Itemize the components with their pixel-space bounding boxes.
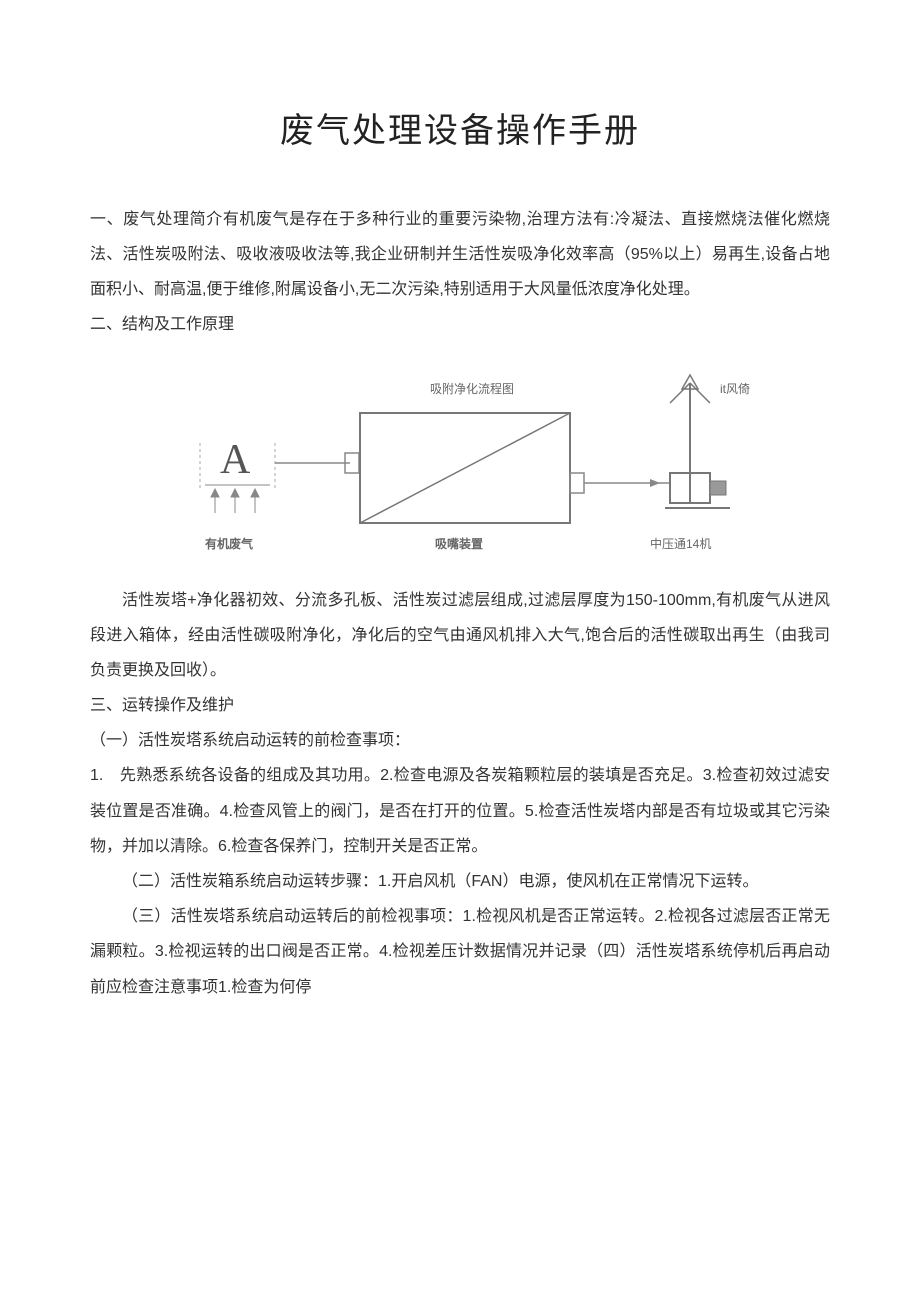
flow-diagram-svg: 吸附净化流程图 it风倚 A 有机废气 吸 — [150, 373, 770, 563]
page-title: 废气处理设备操作手册 — [90, 103, 830, 152]
paragraph-structure-desc: 活性炭塔+净化器初效、分流多孔板、活性炭过滤层组成,过滤层厚度为150-100m… — [90, 583, 830, 689]
document-body: 一、废气处理简介有机废气是存在于多种行业的重要污染物,治理方法有:冷凝法、直接燃… — [90, 202, 830, 1005]
paragraph-post-startup: （三）活性炭塔系统启动运转后的前检视事项：1.检视风机是否正常运转。2.检视各过… — [90, 899, 830, 1005]
diagram-label-left: 有机废气 — [205, 536, 253, 551]
diagram-label-title: 吸附净化流程图 — [430, 381, 514, 396]
paragraph-structure-heading: 二、结构及工作原理 — [90, 307, 830, 342]
paragraph-startup-steps: （二）活性炭箱系统启动运转步骤：1.开启风机（FAN）电源，使风机在正常情况下运… — [90, 864, 830, 899]
diagram-letter: A — [220, 437, 251, 483]
diagram-label-center: 吸嘴装置 — [435, 536, 483, 551]
diagram-label-fan: 中压通14机 — [650, 536, 711, 551]
flow-diagram: 吸附净化流程图 it风倚 A 有机废气 吸 — [90, 373, 830, 563]
diagram-label-right: it风倚 — [720, 382, 750, 396]
paragraph-operation-heading: 三、运转操作及维护 — [90, 688, 830, 723]
paragraph-check-items: 1. 先熟悉系统各设备的组成及其功用。2.检查电源及各炭箱颗粒层的装填是否充足。… — [90, 758, 830, 864]
paragraph-intro: 一、废气处理简介有机废气是存在于多种行业的重要污染物,治理方法有:冷凝法、直接燃… — [90, 202, 830, 308]
paragraph-check-heading: （一）活性炭塔系统启动运转的前检查事项： — [90, 723, 830, 758]
